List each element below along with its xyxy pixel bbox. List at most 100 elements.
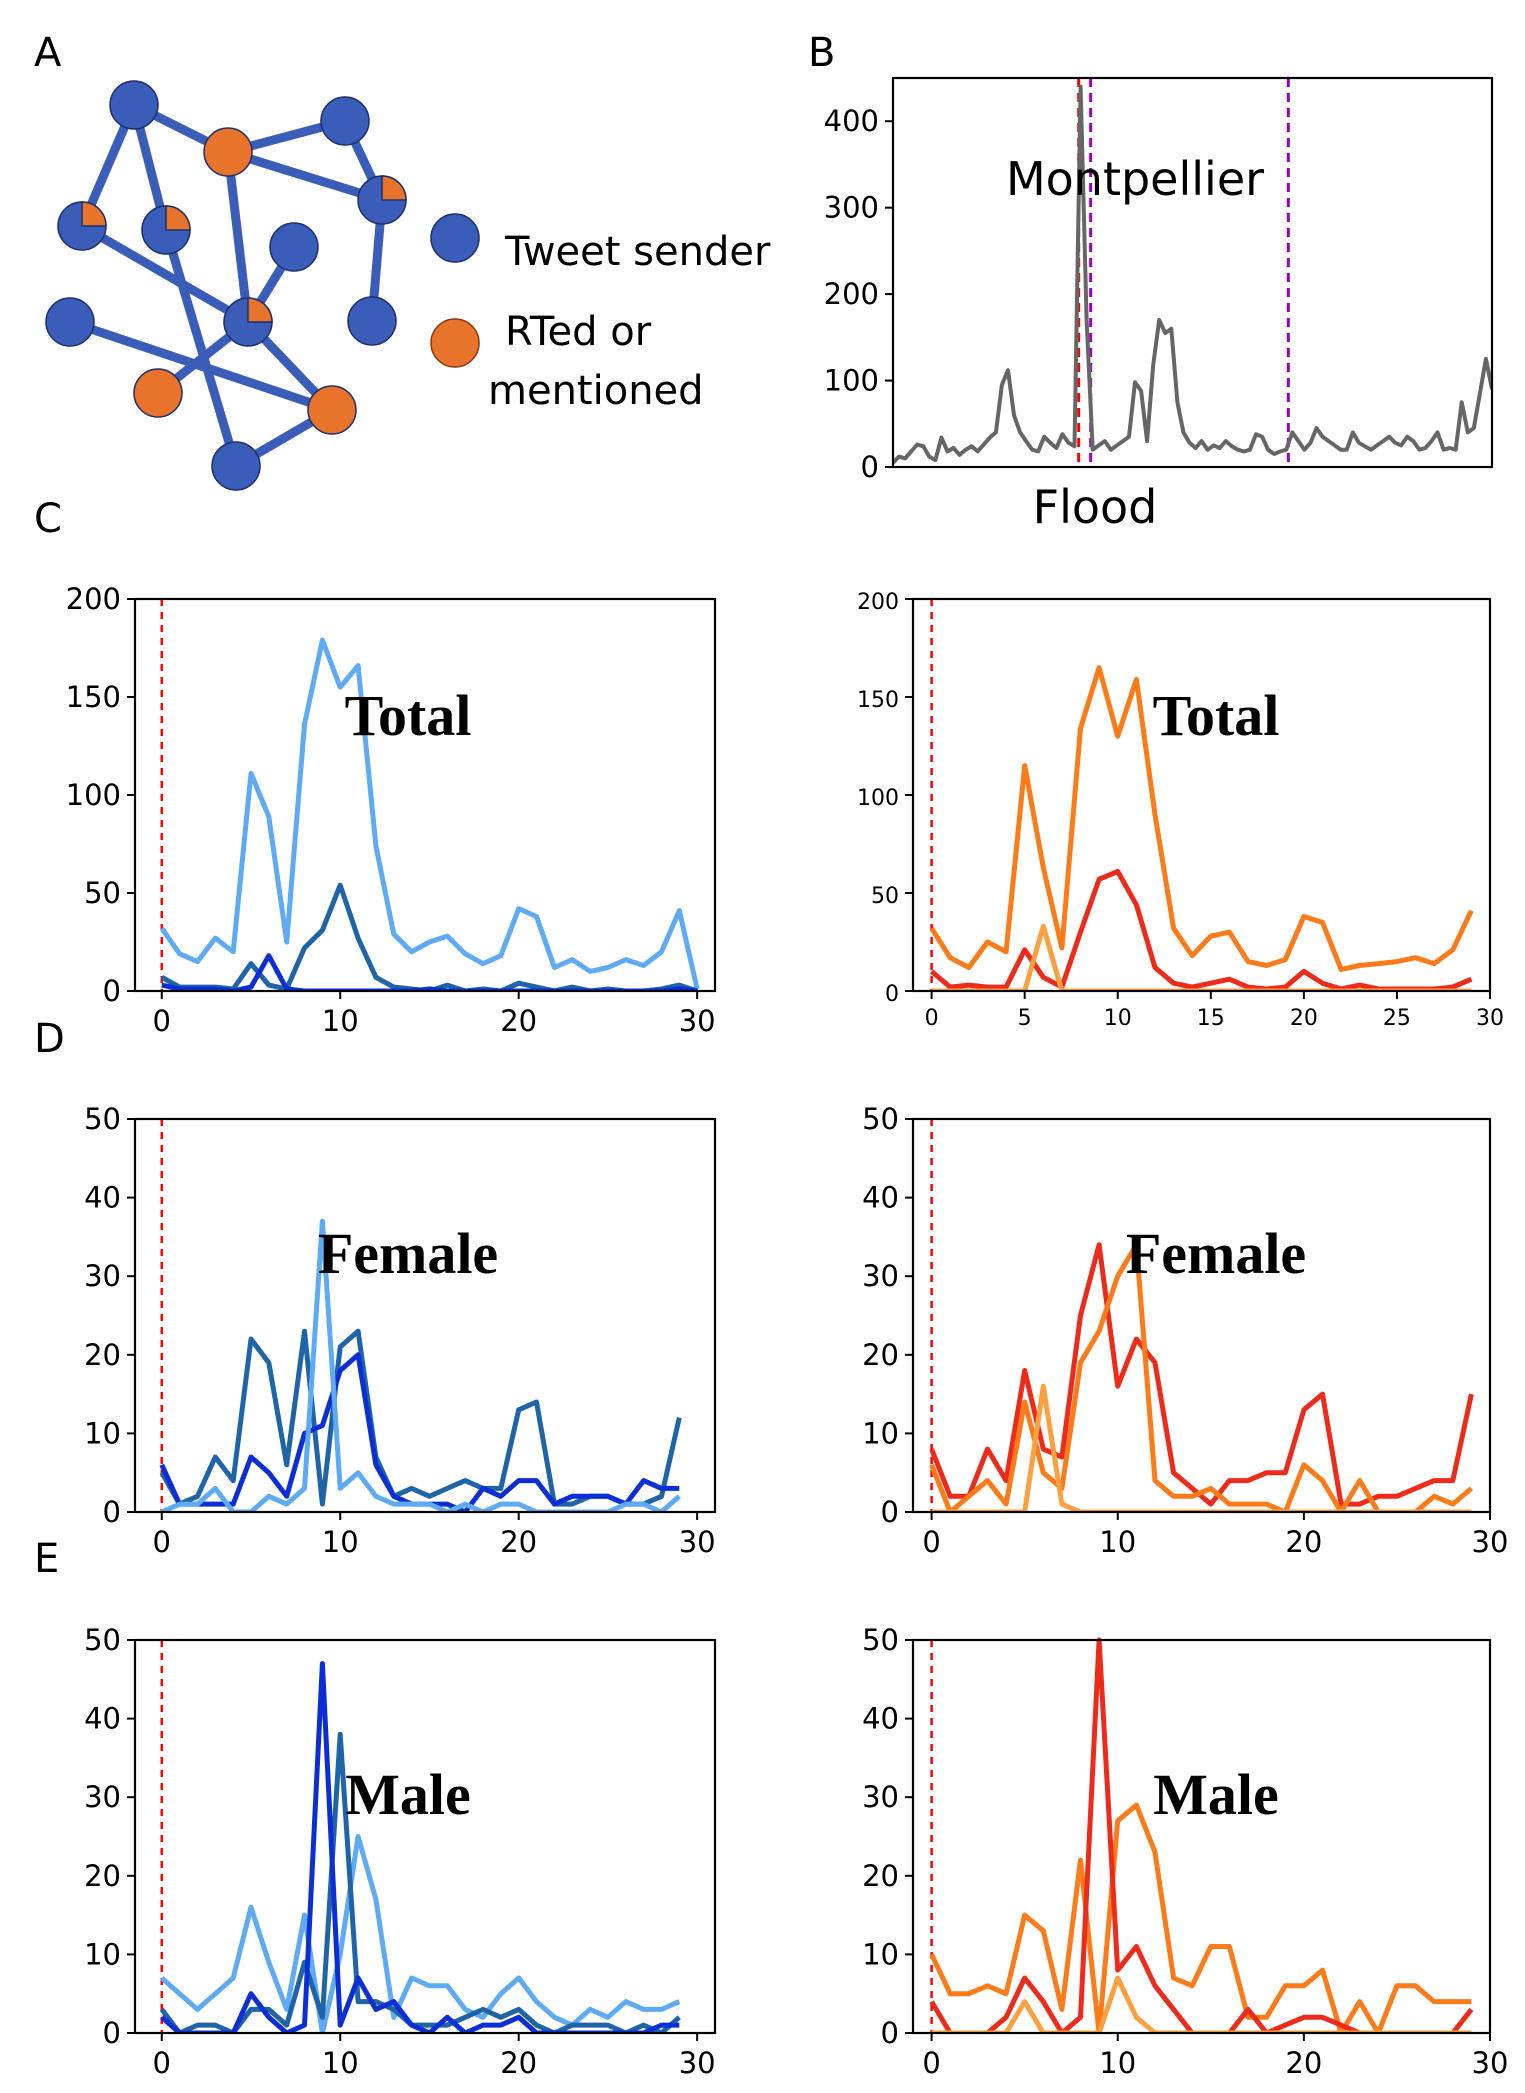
- chart-annotation: Total: [1153, 683, 1280, 748]
- x-tick-label: 20: [500, 2046, 537, 2080]
- y-tick-label: 30: [862, 1780, 899, 1814]
- chart-annotation: Female: [1126, 1221, 1306, 1286]
- series-line-3: [931, 1975, 1472, 2033]
- y-tick-label: 30: [84, 1259, 121, 1293]
- chart-c-right: 0 50 100 150 200 0 5 10 15 20 25 30 Total: [857, 590, 1504, 1031]
- network-diagram: Tweet sender RTed or mentioned: [45, 80, 771, 491]
- x-tick-label: 10: [322, 1004, 359, 1038]
- chart-annotation: Male: [345, 1762, 471, 1827]
- x-tick-label: 20: [500, 1004, 537, 1038]
- x-tick-label: 0: [153, 2046, 171, 2080]
- x-tick-label: 20: [1285, 1525, 1322, 1559]
- panel-letter-a: A: [34, 30, 62, 76]
- series-line-2: [159, 1731, 681, 2033]
- chart-annotation: Total: [345, 683, 472, 748]
- series-line-3: [160, 1661, 680, 2033]
- panel-letter-d: D: [34, 1016, 65, 1062]
- series-line-1: [929, 1242, 1474, 1507]
- x-tick-label: 30: [1476, 1006, 1504, 1031]
- chart-annotation: Male: [1153, 1762, 1279, 1827]
- legend-rted-marker: [430, 318, 480, 368]
- x-tick-label: 15: [1197, 1006, 1225, 1031]
- x-axis-label: Flood: [1033, 480, 1158, 534]
- chart-d-left: 0 10 20 30 40 50 0 10 20 30 Female: [84, 1102, 717, 1559]
- y-tick-label: 50: [862, 1623, 899, 1657]
- y-tick-label: 40: [862, 1702, 899, 1736]
- plot-frame: [891, 76, 1494, 469]
- y-tick-label: 40: [862, 1181, 899, 1215]
- network-nodes: [45, 80, 407, 491]
- x-tick-label: 10: [1104, 1006, 1132, 1031]
- y-tick-label: 50: [84, 1102, 121, 1136]
- series-line-1: [159, 637, 700, 990]
- series-line-2: [929, 1637, 1474, 2033]
- y-tick-label: 50: [871, 884, 899, 909]
- y-tick-label: 20: [84, 1859, 121, 1893]
- y-tick-label: 100: [824, 364, 879, 398]
- y-tick-label: 50: [862, 1102, 899, 1136]
- x-tick-label: 0: [925, 1006, 939, 1031]
- series-line-1: [929, 1802, 1472, 2033]
- legend-rted-label-line1: RTed or: [505, 309, 652, 355]
- plot-frame: [133, 1117, 717, 1514]
- chart-d-right: 0 10 20 30 40 50 0 10 20 30 Female: [862, 1102, 1508, 1559]
- y-tick-label: 40: [84, 1181, 121, 1215]
- y-tick-label: 0: [881, 1495, 899, 1529]
- panel-letter-e: E: [34, 1536, 59, 1582]
- x-tick-label: 30: [679, 1525, 716, 1559]
- y-tick-label: 100: [66, 778, 121, 812]
- series-line-2: [160, 882, 698, 991]
- y-tick-label: 40: [84, 1702, 121, 1736]
- y-tick-label: 150: [857, 688, 899, 713]
- x-tick-label: 30: [679, 1004, 716, 1038]
- plot-frame: [911, 597, 1492, 993]
- y-tick-label: 200: [824, 277, 879, 311]
- y-tick-label: 200: [66, 582, 121, 616]
- x-tick-label: 10: [322, 2046, 359, 2080]
- y-tick-label: 0: [103, 1495, 121, 1529]
- x-tick-label: 0: [153, 1004, 171, 1038]
- plot-frame: [911, 1638, 1492, 2035]
- chart-b: 0 100 200 300 400 Montpellier Flood: [824, 76, 1494, 534]
- y-tick-label: 150: [66, 680, 121, 714]
- x-tick-label: 25: [1383, 1006, 1411, 1031]
- panel-letter-b: B: [808, 30, 835, 76]
- y-tick-label: 10: [862, 1937, 899, 1971]
- y-tick-label: 10: [862, 1416, 899, 1450]
- chart-e-right: 0 10 20 30 40 50 0 10 20 30 Male: [862, 1623, 1508, 2080]
- y-tick-label: 100: [857, 786, 899, 811]
- series-line-1: [893, 84, 1492, 465]
- x-tick-label: 0: [153, 1525, 171, 1559]
- y-tick-label: 20: [862, 1338, 899, 1372]
- x-tick-label: 10: [1099, 2046, 1136, 2080]
- y-tick-label: 0: [881, 2016, 899, 2050]
- x-tick-label: 10: [1099, 1525, 1136, 1559]
- chart-e-left: 0 10 20 30 40 50 0 10 20 30 Male: [84, 1623, 717, 2080]
- panel-letter-c: C: [34, 496, 62, 542]
- x-tick-label: 20: [1285, 2046, 1322, 2080]
- y-tick-label: 50: [84, 876, 121, 910]
- x-tick-label: 0: [922, 2046, 940, 2080]
- x-tick-label: 0: [922, 1525, 940, 1559]
- x-tick-label: 30: [1472, 2046, 1509, 2080]
- series-line-3: [161, 953, 698, 991]
- x-tick-label: 20: [500, 1525, 537, 1559]
- series-line-2: [929, 1242, 1474, 1512]
- chart-c-left: 0 50 100 150 200 0 10 20 30 Total: [66, 582, 717, 1038]
- y-tick-label: 300: [824, 191, 879, 225]
- series-line-1: [160, 1834, 681, 2033]
- chart-annotation: Montpellier: [1006, 152, 1264, 206]
- legend-sender-marker: [430, 213, 480, 263]
- y-tick-label: 200: [857, 590, 899, 615]
- legend-rted-label-line2: mentioned: [488, 368, 704, 414]
- series-line-1: [159, 1328, 682, 1507]
- y-tick-label: 0: [103, 2016, 121, 2050]
- y-tick-label: 0: [861, 450, 879, 484]
- y-tick-label: 400: [824, 104, 879, 138]
- y-tick-label: 50: [84, 1623, 121, 1657]
- y-tick-label: 10: [84, 1416, 121, 1450]
- y-tick-label: 30: [84, 1780, 121, 1814]
- y-tick-label: 20: [862, 1859, 899, 1893]
- x-tick-label: 5: [1018, 1006, 1032, 1031]
